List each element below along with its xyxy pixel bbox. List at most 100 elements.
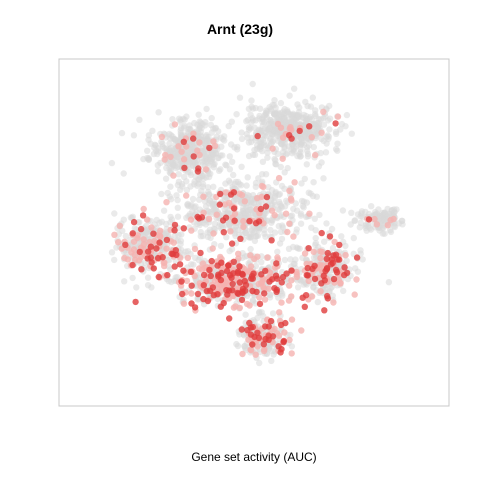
data-point xyxy=(277,228,285,236)
data-point xyxy=(187,268,195,275)
data-point xyxy=(256,359,263,367)
data-point xyxy=(266,291,273,298)
data-point xyxy=(214,291,221,298)
data-point xyxy=(237,235,244,242)
data-points xyxy=(108,80,406,367)
data-point xyxy=(187,169,194,176)
data-point xyxy=(245,126,253,133)
data-point xyxy=(177,186,184,193)
data-point xyxy=(285,297,293,304)
data-point xyxy=(399,221,406,228)
data-point xyxy=(168,278,175,286)
data-point xyxy=(329,244,337,252)
data-point xyxy=(132,298,139,306)
data-point xyxy=(221,137,228,144)
data-point xyxy=(325,117,332,124)
data-point xyxy=(234,289,241,297)
data-point xyxy=(276,198,283,206)
data-point xyxy=(265,184,272,191)
data-point xyxy=(173,251,180,259)
data-point xyxy=(298,197,306,205)
data-point xyxy=(271,212,278,219)
data-point xyxy=(155,273,162,281)
data-point xyxy=(226,221,233,228)
data-point xyxy=(118,129,126,137)
data-point xyxy=(215,154,222,161)
data-point xyxy=(227,191,235,198)
data-point xyxy=(223,287,230,294)
data-point xyxy=(215,128,222,135)
data-point xyxy=(256,308,263,316)
data-point xyxy=(258,259,265,266)
data-point xyxy=(323,255,330,263)
data-point xyxy=(111,231,118,238)
data-point xyxy=(252,351,259,358)
data-point xyxy=(161,156,168,163)
data-point xyxy=(391,209,398,216)
data-point xyxy=(233,111,240,118)
data-point xyxy=(281,329,288,336)
data-point xyxy=(229,158,236,165)
data-point xyxy=(281,185,288,192)
data-point xyxy=(287,195,295,202)
data-point xyxy=(175,231,182,239)
data-point xyxy=(304,264,311,272)
data-point xyxy=(356,224,363,231)
data-point xyxy=(187,216,195,223)
data-point xyxy=(208,257,215,265)
data-point xyxy=(320,137,327,144)
data-point xyxy=(262,323,269,330)
data-point xyxy=(284,228,291,236)
data-point xyxy=(329,292,336,299)
data-point xyxy=(249,275,256,282)
data-point xyxy=(294,245,302,252)
data-point xyxy=(119,227,126,235)
data-point xyxy=(334,113,342,120)
data-point xyxy=(197,233,204,240)
data-point xyxy=(238,296,246,304)
data-point xyxy=(305,142,313,149)
data-point xyxy=(257,143,264,150)
data-point xyxy=(188,290,195,297)
data-point xyxy=(332,146,340,153)
data-point xyxy=(163,245,170,252)
data-point xyxy=(301,250,309,257)
data-point xyxy=(177,129,184,137)
data-point xyxy=(353,254,361,261)
data-point xyxy=(183,143,190,150)
data-point xyxy=(155,109,162,116)
data-point xyxy=(387,228,395,236)
data-point xyxy=(293,268,300,276)
data-point xyxy=(236,331,243,338)
data-point xyxy=(286,336,293,344)
data-point xyxy=(303,161,310,168)
data-point xyxy=(286,125,293,132)
data-point xyxy=(285,111,293,118)
data-point xyxy=(365,216,373,223)
data-point xyxy=(277,349,284,356)
data-point xyxy=(242,345,249,352)
data-point xyxy=(368,203,375,210)
data-point xyxy=(295,111,302,119)
data-point xyxy=(288,212,296,219)
data-point xyxy=(174,273,181,281)
data-point xyxy=(303,147,311,154)
data-point xyxy=(235,255,242,262)
data-point xyxy=(275,174,283,182)
data-point xyxy=(225,122,232,130)
data-point xyxy=(154,162,161,169)
data-point xyxy=(218,259,225,266)
data-point xyxy=(258,182,266,190)
data-point xyxy=(204,297,212,305)
data-point xyxy=(226,166,234,173)
data-point xyxy=(115,239,122,246)
data-point xyxy=(164,271,171,279)
data-point xyxy=(269,310,277,317)
data-point xyxy=(183,192,190,199)
data-point xyxy=(249,151,257,158)
data-point xyxy=(223,234,230,241)
data-point xyxy=(326,126,333,133)
data-point xyxy=(321,307,328,314)
data-point xyxy=(155,145,162,152)
